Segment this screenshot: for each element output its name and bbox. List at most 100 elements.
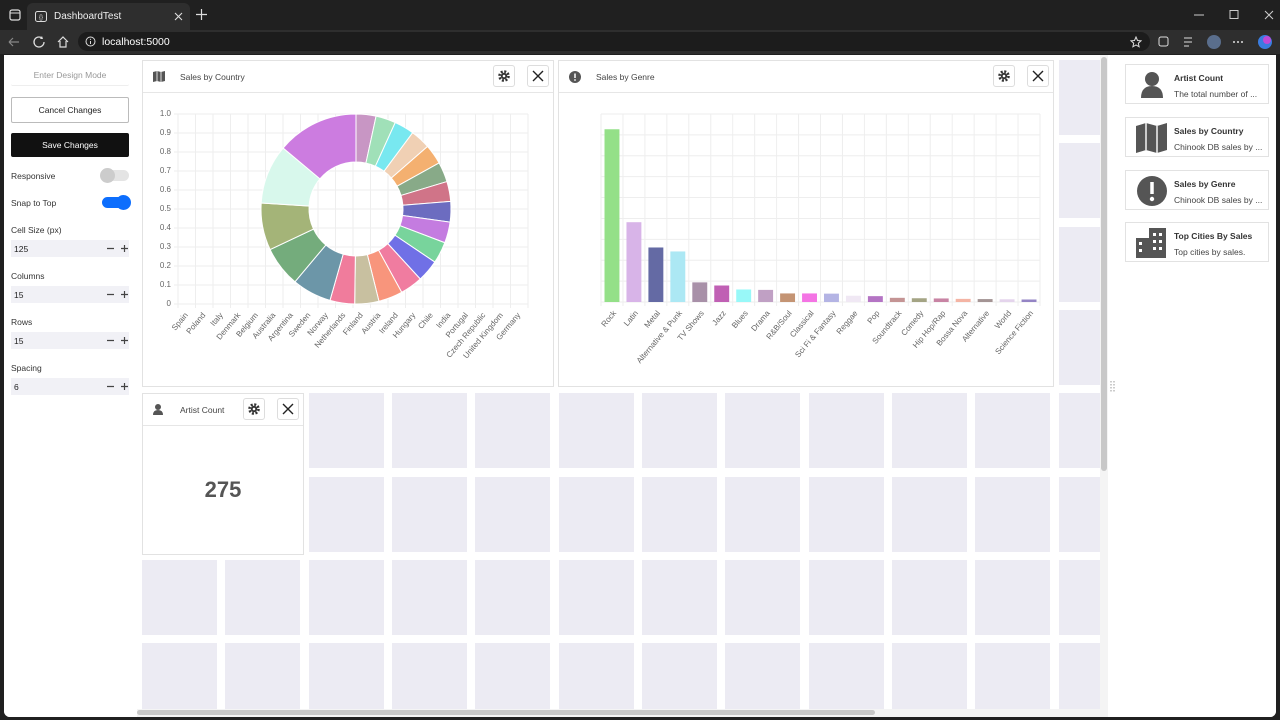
bar (604, 129, 620, 302)
close-icon (1032, 70, 1044, 82)
tab-title: DashboardTest (54, 11, 122, 22)
close-button[interactable] (1027, 65, 1049, 87)
window-controls[interactable] (1190, 8, 1280, 22)
stepper-icon (107, 291, 128, 298)
grid-cell (975, 643, 1051, 717)
widget-list-item[interactable]: Top Cities By Sales Top cities by sales. (1125, 222, 1269, 262)
info-icon (1137, 176, 1167, 206)
toggle-switch[interactable] (102, 196, 130, 209)
grid-cell (725, 393, 801, 469)
stepper-buttons[interactable] (99, 240, 129, 257)
url-field[interactable]: localhost:5000 (78, 32, 1150, 51)
field-label: Spacing (11, 363, 42, 373)
bar (955, 298, 971, 302)
widget-list-item[interactable]: Sales by Country Chinook DB sales by ... (1125, 117, 1269, 157)
grid-cell (808, 393, 884, 469)
nav-buttons[interactable] (6, 35, 72, 49)
field-value: 125 (14, 244, 29, 254)
grid-cell (308, 476, 384, 552)
site-info-icon[interactable] (85, 36, 96, 47)
bar (999, 299, 1015, 302)
tab-actions-icon[interactable] (9, 9, 21, 21)
settings-button[interactable] (993, 65, 1015, 87)
toggle-knob (101, 169, 114, 182)
dashboard-grid: Sales by Country 0 0.1 0.2 0.3 0.4 0.5 0.6 0.7 0… (137, 55, 1100, 717)
building-icon (1136, 228, 1166, 258)
person-icon (153, 404, 163, 415)
bar (933, 298, 949, 302)
x-tick-label: Metal (643, 309, 663, 330)
widget-list-item[interactable]: Sales by Genre Chinook DB sales by ... (1125, 170, 1269, 210)
x-tick-label: Pop (865, 308, 881, 325)
gear-icon (248, 403, 260, 415)
v-scrollbar[interactable] (1100, 55, 1108, 717)
grid-cell (308, 559, 384, 635)
field-label: Cell Size (px) (11, 225, 62, 235)
stepper-buttons[interactable] (99, 332, 129, 349)
grid-cell (475, 643, 551, 717)
grid-cell (808, 559, 884, 635)
design-sidebar: Enter Design Mode Cancel Changes Save Ch… (4, 55, 137, 717)
settings-button[interactable] (493, 65, 515, 87)
bar (802, 293, 817, 302)
new-tab[interactable] (196, 9, 207, 20)
tab-favicon: {} (35, 11, 47, 22)
bar (714, 285, 730, 302)
cancel-button[interactable]: Cancel Changes (11, 97, 129, 123)
grid-cell (1058, 309, 1100, 385)
page: Enter Design Mode Cancel Changes Save Ch… (4, 55, 1276, 717)
grid-cell (808, 476, 884, 552)
grid-cell (1058, 476, 1100, 552)
splitter-handle[interactable] (1110, 381, 1115, 393)
number-input[interactable]: 6 (11, 378, 129, 395)
number-input[interactable]: 125 (11, 240, 129, 257)
grid-cell (641, 476, 717, 552)
widget-list-item[interactable]: Artist Count The total number of ... (1125, 64, 1269, 104)
number-input[interactable]: 15 (11, 332, 129, 349)
stepper-buttons[interactable] (99, 378, 129, 395)
widget-list-desc: Chinook DB sales by ... (1174, 142, 1263, 152)
grid-cell (975, 476, 1051, 552)
stepper-buttons[interactable] (99, 286, 129, 303)
grid-cell (1058, 226, 1100, 302)
grid-cell (1058, 393, 1100, 469)
widget-list-desc: The total number of ... (1174, 89, 1258, 99)
number-input[interactable]: 15 (11, 286, 129, 303)
toolbar-icons[interactable] (1156, 34, 1276, 50)
toggle-switch[interactable] (101, 169, 129, 182)
close-button[interactable] (277, 398, 299, 420)
grid-cell (391, 559, 467, 635)
x-tick-label: Poland (184, 311, 207, 336)
grid-cell (475, 476, 551, 552)
h-scrollbar[interactable] (137, 709, 1100, 717)
save-button[interactable]: Save Changes (11, 133, 129, 157)
grid-cell (725, 559, 801, 635)
bar (736, 289, 752, 302)
y-tick-label: 0.4 (160, 223, 172, 232)
browser-tab[interactable]: {} DashboardTest (27, 3, 190, 30)
grid-cell (308, 393, 384, 469)
x-tick-label: Sci Fi & Fantasy (793, 309, 837, 359)
grid-cell (1058, 643, 1100, 717)
settings-button[interactable] (243, 398, 265, 420)
grid-cell (641, 643, 717, 717)
stepper-icon (107, 383, 128, 390)
close-button[interactable] (527, 65, 549, 87)
y-tick-label: 0 (167, 299, 172, 308)
grid-cell (308, 643, 384, 717)
bar (977, 299, 993, 302)
tab-close[interactable] (174, 12, 183, 21)
widget-list-title: Top Cities By Sales (1174, 231, 1253, 241)
favorite-star[interactable] (1130, 36, 1142, 48)
grid-cell (558, 393, 634, 469)
h-scroll-thumb[interactable] (137, 710, 875, 715)
y-tick-label: 0.7 (160, 166, 172, 175)
grid-cell (725, 643, 801, 717)
bar (670, 251, 686, 302)
map-icon (1136, 123, 1167, 153)
v-scroll-thumb[interactable] (1101, 57, 1107, 471)
field-value: 15 (14, 290, 24, 300)
artist-count-widget: Artist Count 275 (142, 393, 304, 555)
design-mode-button[interactable]: Enter Design Mode (11, 64, 129, 86)
